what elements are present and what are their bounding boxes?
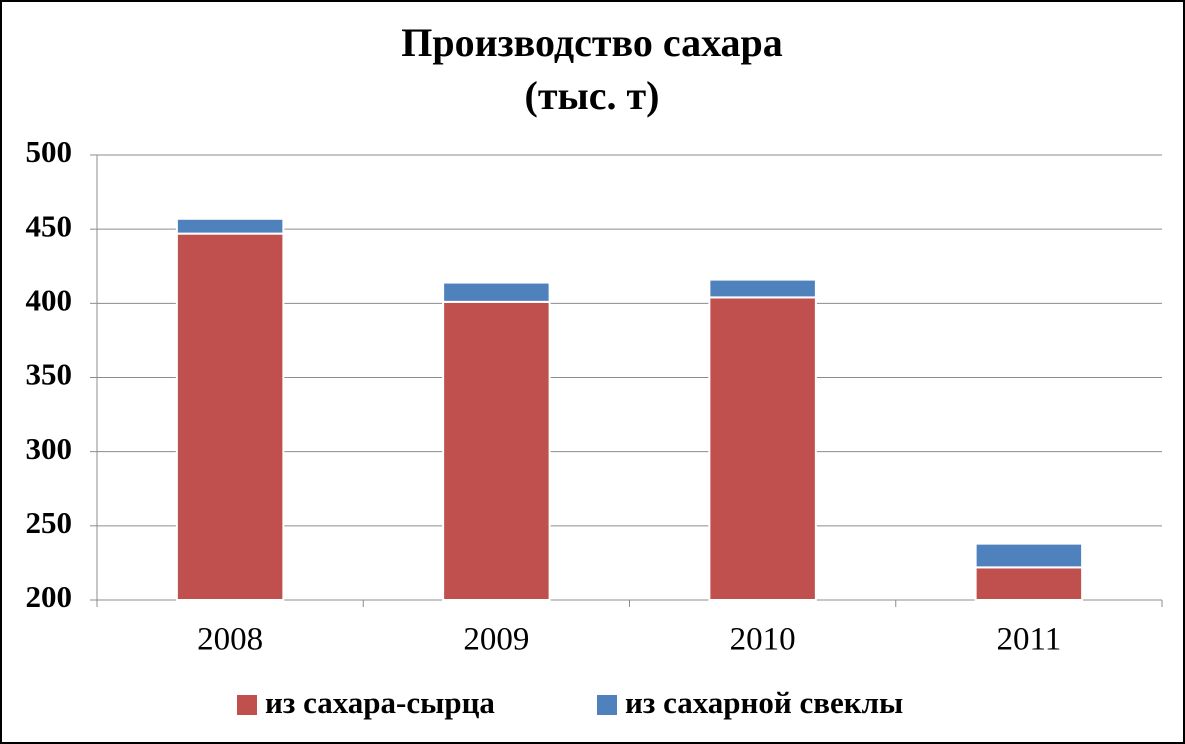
bar-segment — [175, 217, 285, 235]
x-tick-label: 2010 — [730, 622, 796, 658]
bar-segment — [974, 566, 1084, 601]
legend-label: из сахарной свеклы — [625, 685, 903, 720]
bar-segment — [442, 300, 551, 601]
x-tick-label: 2008 — [197, 622, 263, 658]
y-tick-label: 200 — [26, 579, 73, 614]
x-tick-label: 2011 — [996, 622, 1061, 658]
y-tick-label: 450 — [26, 208, 73, 243]
bar-segment — [442, 281, 551, 303]
bar-segment — [175, 232, 285, 601]
bar-segment — [708, 296, 817, 601]
bar-segment — [708, 278, 817, 299]
y-tick-label: 350 — [26, 357, 73, 392]
x-tick-label: 2009 — [463, 622, 529, 658]
y-tick-label: 300 — [26, 431, 73, 466]
chart-subtitle: (тыс. т) — [525, 73, 660, 118]
legend-swatch — [597, 695, 617, 715]
y-tick-label: 500 — [26, 134, 73, 169]
legend-swatch — [237, 695, 257, 715]
chart-title: Производство сахара — [401, 20, 783, 65]
bar-segment — [974, 542, 1084, 569]
y-tick-label: 400 — [26, 282, 73, 317]
y-tick-label: 250 — [26, 505, 73, 540]
legend-label: из сахара-сырца — [265, 685, 495, 720]
